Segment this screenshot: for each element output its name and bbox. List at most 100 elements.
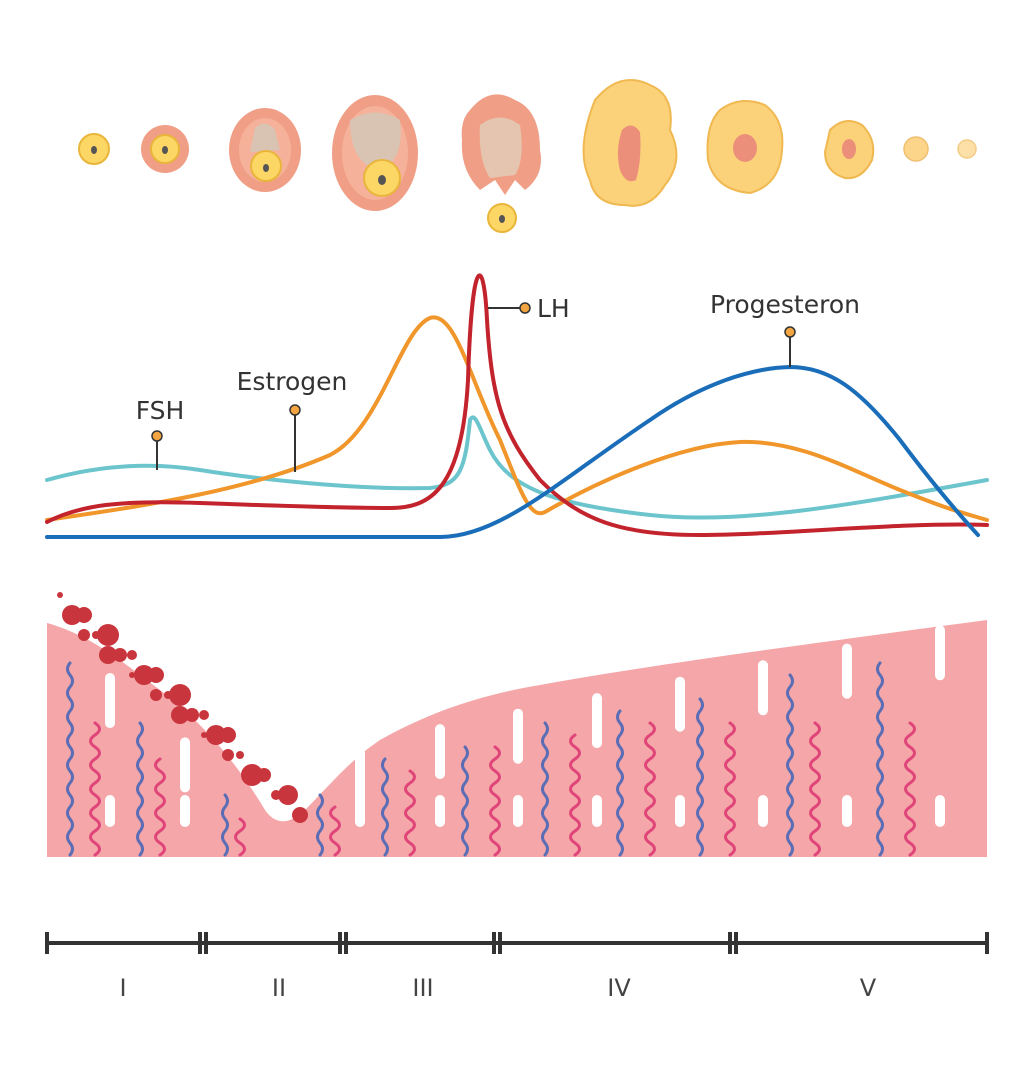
spiral-artery-blue xyxy=(541,721,549,857)
spiral-artery-blue xyxy=(876,661,884,857)
blood-clot xyxy=(185,708,199,722)
spiral-artery-blue xyxy=(381,757,389,857)
gland-opening xyxy=(935,625,945,681)
gland-lumen xyxy=(355,795,365,827)
spiral-artery-blue xyxy=(136,721,144,857)
fsh-callout: FSH xyxy=(136,396,185,470)
spiral-artery-blue xyxy=(461,745,469,857)
blood-clot xyxy=(129,672,135,678)
gland-lumen xyxy=(842,795,852,827)
corpus-luteum xyxy=(582,79,678,207)
callout-dot xyxy=(784,326,796,338)
blood-clot xyxy=(169,684,191,706)
blood-clot xyxy=(62,605,82,625)
spiral-artery-blue xyxy=(316,793,324,857)
callout-dot xyxy=(151,430,163,442)
blood-vessels xyxy=(66,661,916,857)
gland-lumen xyxy=(935,795,945,827)
blood-clot xyxy=(171,706,189,724)
lh-callout: LH xyxy=(488,294,570,323)
blood-clot xyxy=(127,650,137,660)
ovulating-follicle xyxy=(461,94,541,233)
blood-clot xyxy=(150,689,162,701)
graafian-follicle xyxy=(332,95,418,211)
endometrium xyxy=(47,592,987,857)
phase-label-3: III xyxy=(412,974,433,1002)
phase-label-5: V xyxy=(860,974,877,1002)
menstrual-blood xyxy=(57,592,308,823)
blood-clot xyxy=(222,749,234,761)
gland-opening xyxy=(355,748,365,804)
capillary-pink xyxy=(404,769,416,857)
gland-opening xyxy=(180,737,190,793)
gland-opening xyxy=(675,676,685,732)
phase-label-4: IV xyxy=(607,974,631,1002)
blood-clot xyxy=(273,792,279,798)
spiral-artery-blue xyxy=(221,793,229,857)
blood-clot xyxy=(76,607,92,623)
capillary-pink xyxy=(809,721,821,857)
estrogen-label: Estrogen xyxy=(237,367,348,396)
gland-opening xyxy=(513,708,523,764)
gland-lumen xyxy=(758,795,768,827)
progesterone-callout: Progesteron xyxy=(710,290,860,367)
gland-opening xyxy=(105,673,115,729)
capillary-pink xyxy=(89,721,101,857)
blood-clot xyxy=(278,785,298,805)
gland-lumen xyxy=(105,795,115,827)
corpus-luteum-regressing xyxy=(706,100,784,195)
phase-label-2: II xyxy=(272,974,286,1002)
hormone-curves xyxy=(45,273,989,539)
blood-clot xyxy=(257,768,271,782)
capillary-pink xyxy=(329,805,341,857)
capillary-pink xyxy=(569,733,581,857)
blood-clot xyxy=(199,710,209,720)
primordial-follicle xyxy=(78,133,110,165)
blood-clot xyxy=(148,667,164,683)
blood-clot xyxy=(292,807,308,823)
capillary-pink xyxy=(644,721,656,857)
capillary-pink xyxy=(724,721,736,857)
blood-clot xyxy=(206,725,226,745)
gland-lumen xyxy=(435,795,445,827)
phase-timeline xyxy=(45,932,989,954)
gland-opening xyxy=(842,643,852,699)
blood-clot xyxy=(78,629,90,641)
progesterone-label: Progesteron xyxy=(710,290,860,319)
phase-labels: I II III IV V xyxy=(119,974,876,1002)
gland-lumen xyxy=(675,795,685,827)
callout-dot xyxy=(289,404,301,416)
capillary-pink xyxy=(154,757,166,857)
gland-lumen xyxy=(513,795,523,827)
spiral-artery-blue xyxy=(696,697,704,857)
corpus-luteum-small xyxy=(823,120,875,180)
blood-clot xyxy=(236,751,244,759)
spiral-artery-blue xyxy=(786,673,794,857)
estrogen-curve xyxy=(45,315,989,522)
spiral-artery-blue xyxy=(616,709,624,857)
blood-clot xyxy=(243,766,261,784)
gland-lumen xyxy=(180,795,190,827)
capillary-pink xyxy=(489,745,501,857)
follicle-stages xyxy=(78,79,977,233)
lh-label: LH xyxy=(537,294,570,323)
lh-curve xyxy=(45,273,989,538)
callout-dot xyxy=(519,302,531,314)
gland-opening xyxy=(592,693,602,749)
blood-clot xyxy=(113,648,127,662)
gland-lumen xyxy=(592,795,602,827)
uterine-glands xyxy=(105,625,945,827)
spiral-artery-blue xyxy=(66,661,74,857)
phase-label-1: I xyxy=(119,974,126,1002)
gland-opening xyxy=(435,724,445,780)
blood-clot xyxy=(134,665,154,685)
fsh-label: FSH xyxy=(136,396,185,425)
primary-follicle xyxy=(141,125,189,173)
blood-clot xyxy=(220,727,236,743)
fsh-curve xyxy=(45,415,989,520)
estrogen-callout: Estrogen xyxy=(237,367,348,472)
capillary-pink xyxy=(234,817,246,857)
blood-clot xyxy=(97,624,119,646)
progesterone-curve xyxy=(45,364,980,539)
blood-clot xyxy=(201,732,207,738)
